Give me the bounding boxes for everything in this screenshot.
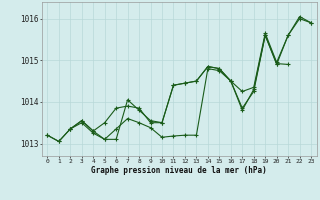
X-axis label: Graphe pression niveau de la mer (hPa): Graphe pression niveau de la mer (hPa) <box>91 166 267 175</box>
